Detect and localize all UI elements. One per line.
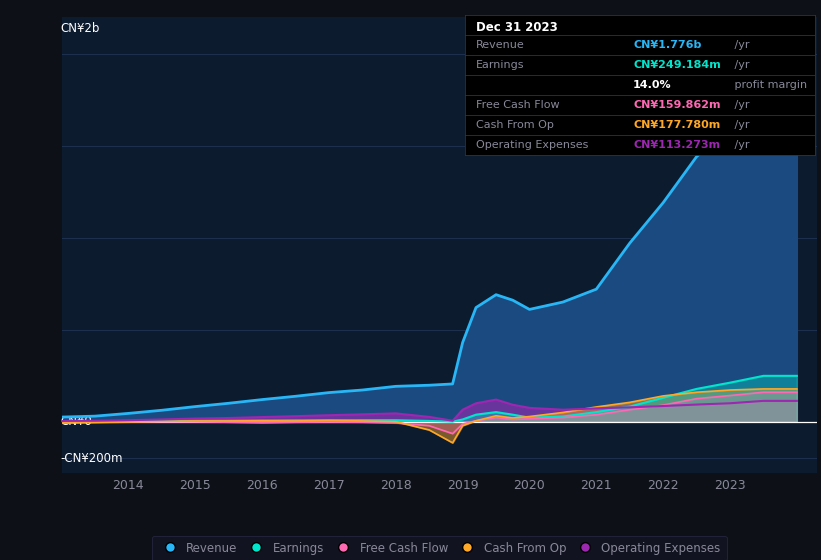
Text: /yr: /yr [731, 120, 750, 130]
Text: 14.0%: 14.0% [633, 80, 672, 90]
Text: /yr: /yr [731, 140, 750, 150]
Text: Cash From Op: Cash From Op [475, 120, 553, 130]
Text: /yr: /yr [731, 60, 750, 69]
Text: /yr: /yr [731, 40, 750, 50]
Text: profit margin: profit margin [731, 80, 807, 90]
Text: CN¥1.776b: CN¥1.776b [633, 40, 701, 50]
Text: CN¥2b: CN¥2b [60, 22, 99, 35]
Text: Dec 31 2023: Dec 31 2023 [475, 21, 557, 34]
Text: CN¥0: CN¥0 [60, 415, 92, 428]
Text: CN¥249.184m: CN¥249.184m [633, 60, 721, 69]
Text: Operating Expenses: Operating Expenses [475, 140, 588, 150]
Text: -CN¥200m: -CN¥200m [60, 452, 122, 465]
Text: CN¥177.780m: CN¥177.780m [633, 120, 720, 130]
Text: /yr: /yr [731, 100, 750, 110]
Text: CN¥113.273m: CN¥113.273m [633, 140, 720, 150]
Text: Revenue: Revenue [475, 40, 525, 50]
Text: Free Cash Flow: Free Cash Flow [475, 100, 559, 110]
Text: CN¥159.862m: CN¥159.862m [633, 100, 721, 110]
Text: Earnings: Earnings [475, 60, 524, 69]
Legend: Revenue, Earnings, Free Cash Flow, Cash From Op, Operating Expenses: Revenue, Earnings, Free Cash Flow, Cash … [152, 536, 727, 560]
